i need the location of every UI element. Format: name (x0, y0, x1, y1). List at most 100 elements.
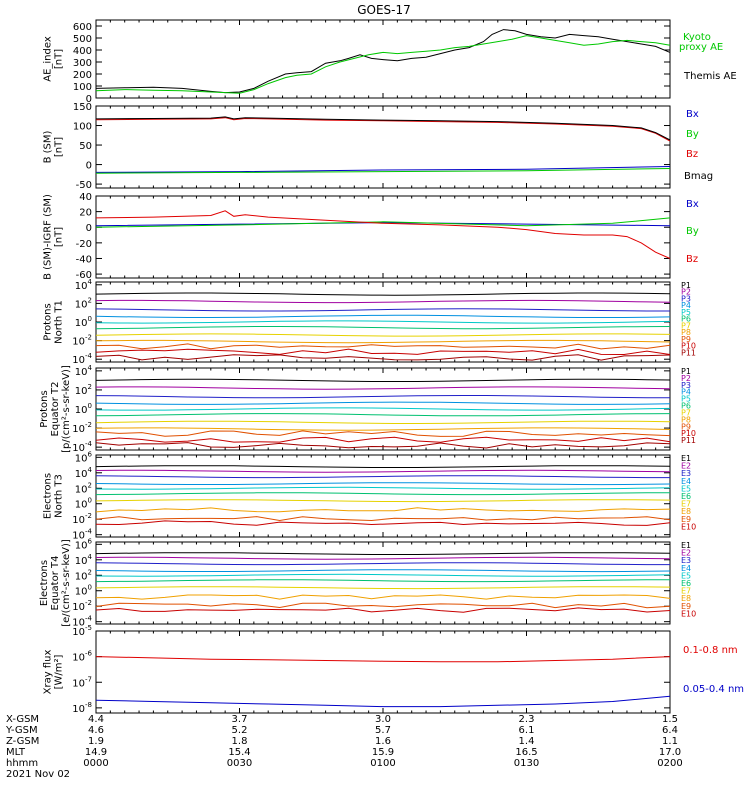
channel-e8 (95, 594, 671, 600)
legend-label: Bmag (684, 171, 713, 182)
plot-title: GOES-17 (357, 3, 411, 17)
y-tick-label: 40 (79, 192, 92, 203)
channel-p10 (95, 436, 671, 443)
channel-label: E9 (681, 515, 691, 524)
y-tick-label: -60 (76, 270, 92, 281)
ephemeris-value: 1.1 (662, 736, 678, 747)
series-kyoto-proxy-ae (95, 35, 671, 94)
ephemeris-value: 0200 (657, 758, 682, 769)
channel-label: P2 (681, 374, 691, 383)
panel-b_minus_igrf: -60 -40 -20 0 20 40 B (SM)-IGRF (SM) [nT] Bx By Bz (43, 192, 699, 281)
channel-p4 (95, 401, 671, 405)
channel-label: E5 (681, 484, 691, 493)
y-tick-label: 106 (75, 537, 93, 551)
series-by (95, 217, 671, 228)
y-tick-label: -40 (76, 254, 92, 265)
y-tick-label: 100 (75, 584, 92, 598)
legend-label: Bx (686, 199, 699, 210)
legend-label: 0.1-0.8 nm (683, 645, 738, 656)
legend-label: Bz (686, 254, 698, 265)
channel-e6 (95, 492, 670, 496)
y-tick-label: 20 (79, 208, 92, 219)
y-axis-label: Protons (39, 390, 50, 427)
channel-p7 (95, 333, 671, 337)
channel-label: P10 (681, 342, 696, 351)
channel-p5 (95, 320, 671, 324)
channel-label: E9 (681, 602, 691, 611)
channel-e9 (95, 602, 671, 609)
y-axis-label: [p/(cm²-s-sr-keV)] (61, 365, 72, 453)
channel-p2 (95, 299, 671, 304)
ephemeris-value: 3.0 (375, 714, 391, 725)
y-axis-label: Electrons (39, 560, 50, 606)
y-tick-label: 102 (75, 296, 92, 310)
y-tick-label: 10-4 (72, 440, 92, 454)
ephemeris-value: 16.5 (515, 747, 537, 758)
y-axis-label: [nT] (54, 49, 65, 69)
channel-label: E6 (681, 579, 691, 588)
y-axis-label: B (SM) (43, 130, 54, 163)
y-tick-label: 100 (73, 82, 92, 93)
channel-label: P9 (681, 335, 691, 344)
channel-p8 (95, 427, 671, 431)
y-tick-label: 10-2 (72, 421, 92, 435)
channel-e10 (95, 607, 671, 613)
panel-b_sm: -50 0 50 100 150 B (SM) [nT] Bx By Bz Bmag (43, 102, 714, 191)
ephemeris-value: 3.7 (232, 714, 248, 725)
y-tick-label: 10-6 (72, 650, 92, 664)
y-tick-label: 10-4 (72, 615, 92, 629)
series-bz (95, 210, 671, 259)
channel-p1 (95, 292, 671, 296)
ephemeris-value: 15.9 (372, 747, 394, 758)
series-bx (95, 166, 671, 173)
legend-label: By (686, 129, 699, 140)
channel-label: P4 (681, 388, 691, 397)
ephemeris-value: 2.3 (519, 714, 535, 725)
channel-label: E8 (681, 594, 691, 603)
channel-label: E2 (681, 462, 691, 471)
ephemeris-value: 0030 (227, 758, 252, 769)
ephemeris-value: 4.4 (88, 714, 104, 725)
channel-label: P5 (681, 395, 691, 404)
ephemeris-value: 15.4 (228, 747, 250, 758)
channel-label: P11 (681, 348, 696, 357)
y-axis-label: Electrons (43, 473, 54, 519)
ephemeris-value: 6.1 (519, 725, 535, 736)
y-tick-label: 100 (75, 315, 92, 329)
channel-label: P1 (681, 281, 691, 290)
channel-e3 (95, 562, 670, 566)
channel-label: E3 (681, 469, 691, 478)
channel-e9 (95, 516, 671, 522)
y-tick-label: 0 (86, 94, 92, 105)
channel-label: P5 (681, 308, 691, 317)
channel-label: P3 (681, 381, 691, 390)
y-tick-label: 400 (73, 46, 92, 57)
series-themis-ae (95, 29, 671, 94)
y-axis-label: B (SM)-IGRF (SM) (43, 194, 54, 280)
channel-label: E7 (681, 587, 691, 596)
channel-p3 (95, 308, 670, 312)
channel-label: P6 (681, 315, 691, 324)
y-tick-label: 106 (75, 450, 93, 464)
ephemeris-value: 0100 (370, 758, 395, 769)
y-axis-label: [W/m²] (54, 654, 65, 689)
y-axis-label: Equator T2 (50, 382, 61, 437)
ephemeris-value: 1.5 (662, 714, 678, 725)
ephemeris-value: 1.9 (88, 736, 104, 747)
channel-label: P2 (681, 288, 691, 297)
channel-label: E3 (681, 556, 691, 565)
ephemeris-value: 1.4 (519, 736, 535, 747)
channel-label: P7 (681, 321, 691, 330)
channel-label: P6 (681, 402, 691, 411)
y-axis-label: AE_index (43, 36, 54, 82)
y-tick-label: 10-4 (72, 528, 92, 542)
date-label: 2021 Nov 02 (6, 769, 70, 780)
channel-e1 (95, 552, 671, 555)
y-tick-label: 300 (73, 58, 92, 69)
channel-e1 (95, 465, 671, 468)
y-tick-label: 100 (73, 122, 92, 133)
y-axis-label: [nT] (54, 227, 65, 247)
y-tick-label: 102 (75, 481, 92, 495)
